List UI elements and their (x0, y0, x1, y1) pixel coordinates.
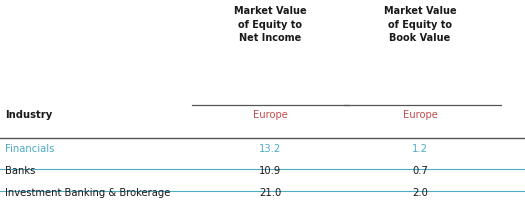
Text: Financials: Financials (5, 143, 55, 153)
Text: Investment Banking & Brokerage: Investment Banking & Brokerage (5, 187, 171, 197)
Text: Banks: Banks (5, 165, 36, 175)
Text: 21.0: 21.0 (259, 187, 281, 197)
Text: 2.0: 2.0 (412, 187, 428, 197)
Text: 0.7: 0.7 (412, 165, 428, 175)
Text: 1.2: 1.2 (412, 143, 428, 153)
Text: Europe: Europe (403, 109, 437, 119)
Text: Market Value
of Equity to
Book Value: Market Value of Equity to Book Value (384, 6, 456, 43)
Text: 13.2: 13.2 (259, 143, 281, 153)
Text: Market Value
of Equity to
Net Income: Market Value of Equity to Net Income (234, 6, 307, 43)
Text: Industry: Industry (5, 109, 53, 119)
Text: 10.9: 10.9 (259, 165, 281, 175)
Text: Europe: Europe (253, 109, 288, 119)
